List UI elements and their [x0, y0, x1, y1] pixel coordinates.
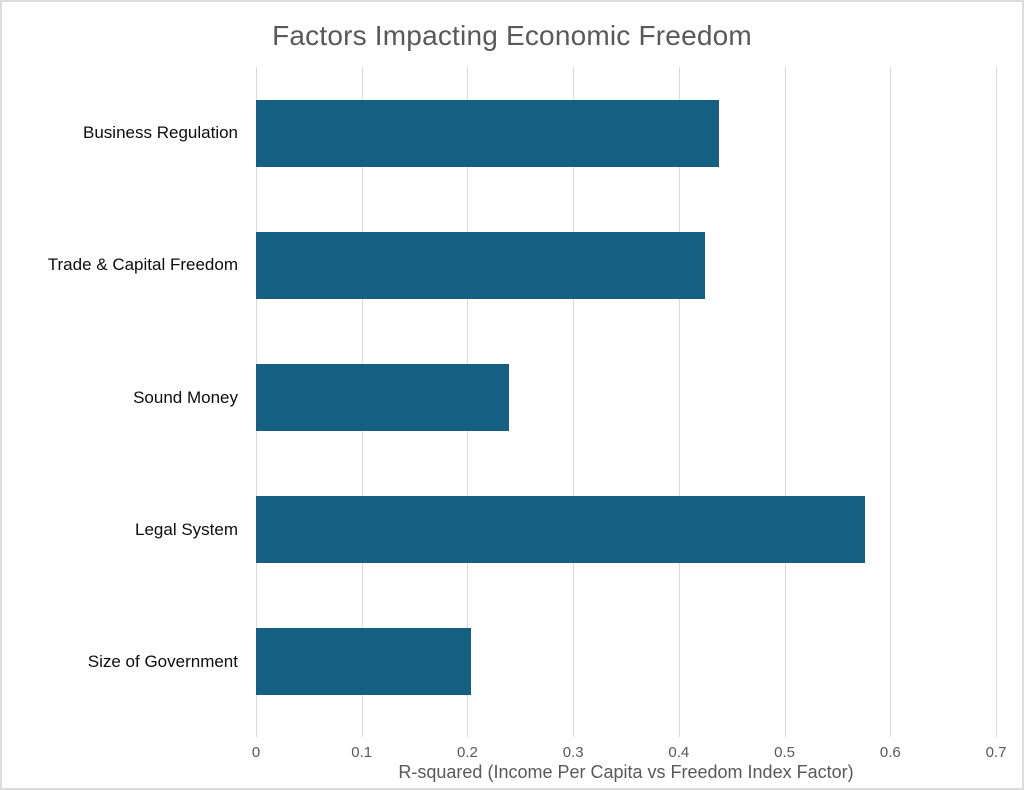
x-tick-label: 0.3	[562, 744, 584, 761]
category-label: Sound Money	[133, 387, 238, 407]
category-label: Size of Government	[87, 651, 238, 671]
category-label: Legal System	[135, 519, 238, 539]
plot-area	[256, 67, 997, 737]
category-label: Trade & Capital Freedom	[47, 255, 238, 275]
chart-title: Factors Impacting Economic Freedom	[272, 20, 752, 51]
x-tick-label: 0.2	[456, 744, 478, 761]
tick-mark	[678, 728, 680, 737]
tick-mark	[890, 728, 892, 737]
gridline	[784, 67, 786, 728]
x-tick-label: 0.5	[774, 744, 795, 761]
x-tick-label: 0	[251, 744, 261, 761]
x-tick-label: 0.4	[668, 744, 690, 761]
tick-mark	[256, 728, 257, 737]
tick-mark	[784, 728, 786, 737]
x-axis-ticks: 0 0.1 0.2 0.3 0.4 0.5 0.6 0.7	[252, 744, 1007, 766]
x-tick-label: 0.1	[351, 744, 373, 761]
bar	[256, 231, 706, 299]
category-axis: Business Regulation Trade & Capital Freed…	[2, 67, 238, 728]
gridline	[890, 67, 892, 728]
bar	[256, 364, 509, 431]
tick-mark	[573, 728, 575, 737]
bar	[256, 628, 471, 696]
x-tick-label: 0.7	[985, 744, 1007, 761]
gridline	[678, 67, 680, 728]
category-label: Business Regulation	[83, 123, 238, 143]
x-axis-title: R-squared (Income Per Capita vs Freedom …	[398, 762, 854, 782]
tick-mark	[996, 728, 997, 737]
x-tick-label: 0.6	[879, 744, 901, 761]
gridline	[573, 67, 575, 728]
bar	[256, 99, 720, 167]
bar	[256, 496, 865, 564]
gridline	[996, 67, 997, 728]
tick-mark	[467, 728, 469, 737]
tick-mark	[361, 728, 363, 737]
